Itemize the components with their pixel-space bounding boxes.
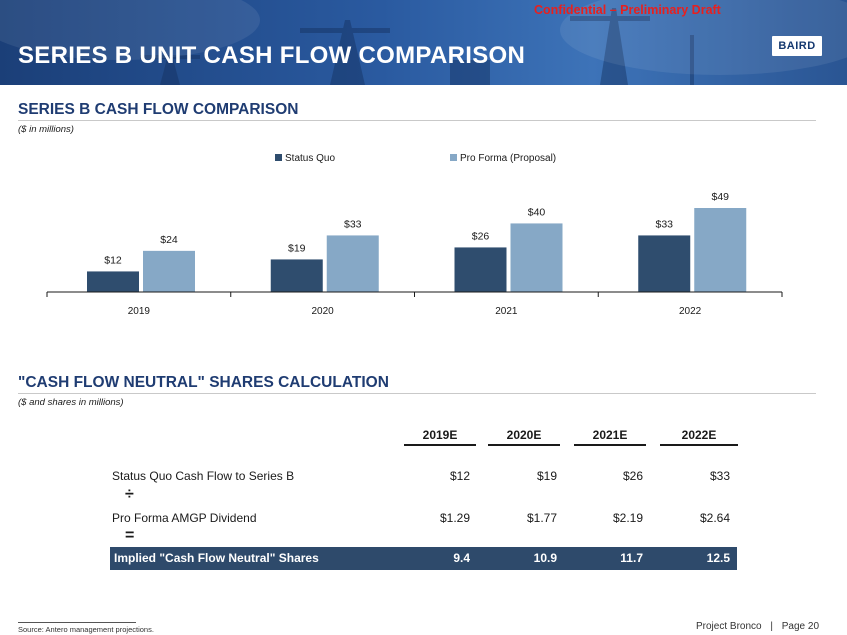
equals-operator: = — [125, 527, 135, 544]
legend-label-pro-forma: Pro Forma (Proposal) — [460, 153, 556, 164]
row-label-pro-forma-dividend: Pro Forma AMGP Dividend — [112, 511, 257, 525]
shares-2022e: 12.5 — [706, 551, 730, 565]
bar-status-quo-2019 — [87, 271, 139, 292]
column-header-2020e: 2020E — [488, 428, 560, 446]
bar-status-quo-2021 — [454, 247, 507, 292]
x-tick-label-2021: 2021 — [495, 306, 518, 317]
status-quo-2022e: $33 — [709, 469, 730, 483]
bar-pro-forma-2022 — [694, 208, 747, 292]
status-quo-2020e: $19 — [536, 469, 557, 483]
table-section-title: "CASH FLOW NEUTRAL" SHARES CALCULATION — [18, 374, 389, 391]
shares-2020e: 10.9 — [533, 551, 557, 565]
chart-legend: Status Quo Pro Forma (Proposal) — [275, 153, 556, 164]
bar-status-quo-2020 — [270, 259, 323, 292]
status-quo-2021e: $26 — [622, 469, 643, 483]
bar-pro-forma-2020 — [326, 235, 379, 292]
table-section-subtitle: ($ and shares in millions) — [18, 397, 124, 408]
data-label-status-quo-2021: $26 — [472, 230, 490, 242]
project-name: Project Bronco — [696, 621, 762, 632]
chart-section-subtitle: ($ in millions) — [18, 124, 74, 135]
legend-swatch-status-quo — [275, 154, 282, 161]
total-row-background — [110, 547, 737, 570]
dividend-2020e: $1.77 — [526, 511, 557, 525]
chart-section-rule — [18, 120, 816, 121]
baird-logo: BAIRD — [772, 36, 822, 56]
legend-swatch-pro-forma — [450, 154, 457, 161]
divide-operator: ÷ — [125, 486, 134, 503]
column-header-2021e: 2021E — [574, 428, 646, 446]
footer-separator: | — [770, 621, 773, 632]
data-label-status-quo-2019: $12 — [104, 254, 122, 266]
data-label-pro-forma-2019: $24 — [160, 234, 178, 246]
bar-pro-forma-2021 — [510, 223, 563, 292]
bar-pro-forma-2019 — [143, 250, 195, 292]
data-label-pro-forma-2022: $49 — [711, 191, 729, 203]
cash-flow-bar-chart: Status Quo Pro Forma (Proposal) $12 $24 $19… — [46, 153, 783, 317]
data-label-status-quo-2020: $19 — [288, 242, 306, 254]
chart-axis: 2019 2020 2021 2022 — [46, 291, 783, 317]
legend-label-status-quo: Status Quo — [285, 153, 335, 164]
oil-pump-silhouettes — [0, 0, 847, 85]
confidential-watermark: Confidential – Preliminary Draft — [534, 3, 721, 17]
footer-project: Project Bronco | Page 20 — [696, 621, 819, 632]
dividend-2019e: $1.29 — [439, 511, 470, 525]
shares-2021e: 11.7 — [620, 551, 643, 565]
chart-bars: $12 $24 $19 $33 $26 $40 $33 $49 — [87, 191, 747, 292]
status-quo-2019e: $12 — [449, 469, 470, 483]
x-tick-label-2022: 2022 — [679, 306, 702, 317]
column-header-2022e: 2022E — [660, 428, 738, 446]
total-row-label: Implied "Cash Flow Neutral" Shares — [114, 551, 319, 565]
x-tick-label-2019: 2019 — [128, 306, 151, 317]
data-label-pro-forma-2021: $40 — [528, 206, 546, 218]
source-note: Source: Antero management projections. — [18, 625, 154, 634]
data-label-status-quo-2022: $33 — [655, 218, 673, 230]
header-banner: SERIES B UNIT CASH FLOW COMPARISON Confi… — [0, 0, 847, 85]
page-number: Page 20 — [781, 621, 820, 632]
data-label-pro-forma-2020: $33 — [344, 218, 362, 230]
row-label-status-quo: Status Quo Cash Flow to Series B — [112, 469, 295, 483]
shares-2019e: 9.4 — [453, 551, 470, 565]
chart-section-title: SERIES B CASH FLOW COMPARISON — [18, 101, 299, 118]
dividend-2022e: $2.64 — [699, 511, 730, 525]
dividend-2021e: $2.19 — [612, 511, 643, 525]
page-title: SERIES B UNIT CASH FLOW COMPARISON — [18, 42, 526, 69]
bar-status-quo-2022 — [638, 235, 691, 292]
footer-rule — [18, 622, 136, 623]
column-header-2019e: 2019E — [404, 428, 476, 446]
table-section-rule — [18, 393, 816, 394]
x-tick-label-2020: 2020 — [312, 306, 335, 317]
